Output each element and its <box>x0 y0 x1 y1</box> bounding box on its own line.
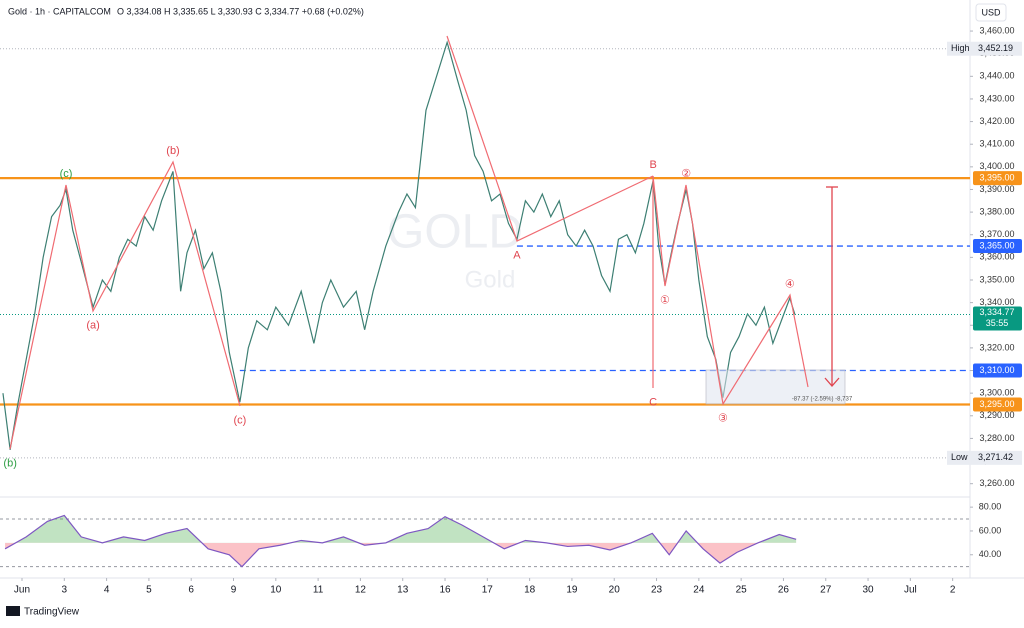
currency-button[interactable] <box>975 3 1007 22</box>
y-tick-label: 3,460.00 <box>979 25 1014 35</box>
price-axis: 3,260.003,270.003,280.003,290.003,300.00… <box>947 25 1022 559</box>
y-tick-label: 3,410.00 <box>979 139 1014 149</box>
x-tick-label: 9 <box>231 585 237 596</box>
level-label-box <box>973 239 1022 254</box>
wave-line <box>652 175 809 406</box>
y-tick-label: 3,290.00 <box>979 410 1014 420</box>
x-tick-label: 19 <box>566 585 578 596</box>
wave-line <box>9 160 241 450</box>
x-tick-label: 24 <box>693 585 705 596</box>
wave-label: (c) <box>233 415 246 427</box>
x-tick-label: 17 <box>482 585 494 596</box>
last-price-label: 3,334.77 <box>979 307 1014 317</box>
y-tick-label: 3,380.00 <box>979 206 1014 216</box>
level-label: 3,395.00 <box>979 173 1014 183</box>
measure-label: -87.37 (-2.59%) -8,737 <box>792 397 853 403</box>
brand-logo <box>6 606 20 616</box>
rsi-line <box>4 514 797 568</box>
wave-label: ① <box>660 295 670 307</box>
y-tick-label: 3,320.00 <box>979 342 1014 352</box>
wave-label: B <box>649 159 656 171</box>
wave-label: (c) <box>60 168 73 180</box>
y-tick-label: 3,430.00 <box>979 93 1014 103</box>
x-tick-label: 16 <box>439 585 451 596</box>
x-tick-label: 4 <box>104 585 110 596</box>
wave-label: C <box>649 397 657 409</box>
x-tick-label: 5 <box>146 585 152 596</box>
y-tick-label: 3,390.00 <box>979 184 1014 194</box>
wave-label: (b) <box>166 145 179 157</box>
currency[interactable]: USD <box>981 7 1001 17</box>
wave-label: ③ <box>718 412 728 424</box>
level-label-box <box>973 171 1022 186</box>
y-tick-label: 3,420.00 <box>979 116 1014 126</box>
x-tick-label: Jul <box>904 585 917 596</box>
level-label-box <box>973 397 1022 412</box>
x-tick-label: 27 <box>820 585 832 596</box>
arrow-head <box>824 377 840 387</box>
x-tick-label: 11 <box>313 585 324 596</box>
rsi-pane <box>0 514 970 568</box>
y-tick-label: 3,370.00 <box>979 229 1014 239</box>
drawings: -87.37 (-2.59%) -8,737 (b) (c) (a) (b) (c) A B… <box>3 35 853 470</box>
x-tick-label: 12 <box>355 585 367 596</box>
x-tick-label: 25 <box>736 585 748 596</box>
x-tick-label: Jun <box>14 585 30 596</box>
level-label: 3,365.00 <box>979 240 1014 250</box>
x-tick-label: 6 <box>188 585 194 596</box>
wave-label: (b) <box>3 458 16 470</box>
wave-label: ④ <box>785 279 795 291</box>
wave-label: ② <box>681 168 691 180</box>
y-tick-label: 3,440.00 <box>979 71 1014 81</box>
brand: TradingView <box>24 607 80 618</box>
high-label: High <box>951 43 970 53</box>
x-tick-label: 13 <box>397 585 409 596</box>
watermark: GOLD <box>387 206 523 259</box>
symbol-title: Gold · 1h · CAPITALCOM <box>8 6 111 16</box>
low-label-box <box>947 450 1022 465</box>
x-tick-label: 26 <box>778 585 790 596</box>
x-tick-label: 10 <box>270 585 282 596</box>
wave-label: A <box>513 249 521 261</box>
low-label: Low <box>951 452 968 462</box>
measure-box <box>705 369 846 405</box>
high-value: 3,452.19 <box>978 43 1013 53</box>
rsi-fill-up <box>5 515 797 543</box>
y-tick-label: 3,280.00 <box>979 433 1014 443</box>
level-label: 3,310.00 <box>979 365 1014 375</box>
wave-line <box>446 35 654 242</box>
y-tick-label: 3,350.00 <box>979 274 1014 284</box>
y-tick-label: 3,400.00 <box>979 161 1014 171</box>
watermark-sub: Gold <box>465 266 516 293</box>
y-tick-label: 3,260.00 <box>979 478 1014 488</box>
countdown: 35:55 <box>986 318 1009 328</box>
x-tick-label: 18 <box>524 585 536 596</box>
rsi-tick-label: 80.00 <box>979 502 1002 512</box>
x-tick-label: 23 <box>651 585 663 596</box>
x-tick-label: 2 <box>950 585 956 596</box>
x-tick-label: 30 <box>862 585 874 596</box>
high-label-box <box>947 41 1022 56</box>
last-price-box <box>973 306 1022 331</box>
wave-label: (a) <box>86 320 99 332</box>
level-label: 3,295.00 <box>979 399 1014 409</box>
rsi-tick-label: 40.00 <box>979 549 1002 559</box>
x-tick-label: 20 <box>609 585 621 596</box>
ohlc-legend: O 3,334.08 H 3,335.65 L 3,330.93 C 3,334… <box>117 6 364 16</box>
level-label-box <box>973 363 1022 378</box>
y-tick-label: 3,360.00 <box>979 252 1014 262</box>
y-tick-label: 3,340.00 <box>979 297 1014 307</box>
x-tick-label: 3 <box>62 585 68 596</box>
rsi-tick-label: 60.00 <box>979 525 1002 535</box>
low-value: 3,271.42 <box>978 452 1013 462</box>
y-tick-label: 3,300.00 <box>979 388 1014 398</box>
